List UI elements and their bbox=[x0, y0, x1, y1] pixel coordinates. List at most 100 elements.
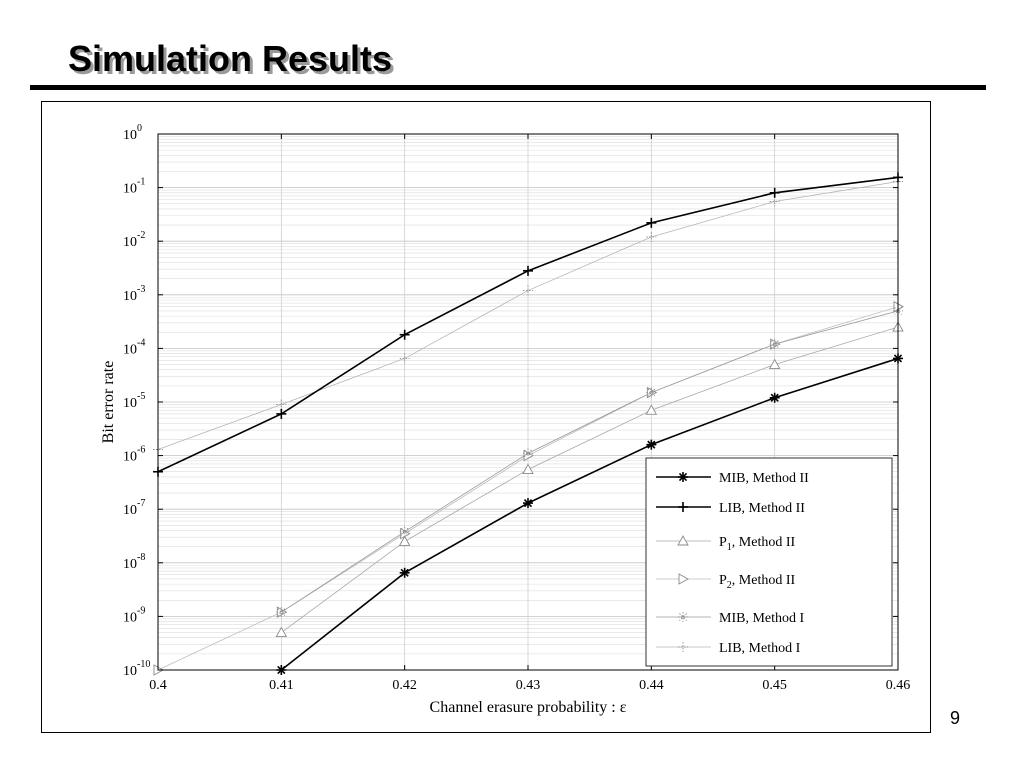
legend-marker bbox=[677, 535, 689, 546]
series-6 bbox=[153, 176, 903, 455]
legend-label-main: LIB, Method II bbox=[719, 501, 805, 516]
legend-label: P2, Method II bbox=[719, 573, 796, 591]
y-tick-exponent: -1 bbox=[137, 177, 145, 188]
legend-label-subscript: 2 bbox=[727, 580, 732, 591]
data-point bbox=[275, 626, 288, 637]
data-point bbox=[522, 463, 534, 474]
legend-label-tail: , Method II bbox=[732, 573, 796, 588]
legend-label-main: P bbox=[719, 573, 727, 588]
marker-stroke bbox=[770, 393, 779, 402]
slide-title: Simulation Results bbox=[68, 38, 393, 79]
y-tick-exponent: -8 bbox=[137, 552, 145, 563]
data-point bbox=[768, 358, 781, 369]
y-tick-base: 10 bbox=[123, 182, 137, 197]
y-tick-label: 10 -1 bbox=[123, 177, 145, 197]
marker-stroke bbox=[400, 568, 409, 577]
legend-marker bbox=[678, 502, 688, 512]
y-tick-base: 10 bbox=[123, 289, 137, 304]
legend-label-main: LIB, Method I bbox=[719, 641, 801, 656]
legend-entry: MIB, Method I bbox=[656, 611, 805, 626]
marker-shape bbox=[768, 358, 781, 369]
data-point bbox=[769, 392, 780, 403]
data-point bbox=[523, 498, 533, 509]
x-tick-label: 0.44 bbox=[639, 678, 664, 693]
x-tick-label: 0.41 bbox=[269, 678, 294, 693]
legend-entry: LIB, Method II bbox=[656, 501, 805, 516]
y-tick-label: 10 -5 bbox=[123, 391, 145, 411]
series-line bbox=[281, 326, 899, 633]
series-line bbox=[280, 357, 899, 671]
y-axis-label: Bit error rate bbox=[100, 361, 117, 444]
data-point bbox=[646, 439, 657, 450]
marker-shape bbox=[398, 535, 411, 546]
marker-shape bbox=[523, 449, 534, 462]
marker-stroke bbox=[523, 498, 533, 508]
marker-shape bbox=[645, 404, 658, 415]
data-point bbox=[523, 265, 533, 276]
series-line bbox=[157, 181, 899, 450]
y-tick-base: 10 bbox=[123, 557, 137, 572]
y-tick-exponent: -4 bbox=[137, 337, 145, 348]
y-tick-base: 10 bbox=[123, 664, 137, 679]
legend-label-main: P bbox=[719, 535, 727, 550]
y-tick-label: 10 0 bbox=[123, 123, 142, 143]
legend-label: LIB, Method II bbox=[719, 501, 805, 516]
y-tick-label: 10 -2 bbox=[123, 230, 145, 250]
y-tick-exponent: -6 bbox=[137, 445, 145, 456]
data-point bbox=[399, 329, 410, 340]
legend-label: LIB, Method I bbox=[719, 641, 801, 656]
marker-shape bbox=[275, 626, 288, 637]
legend-label: MIB, Method II bbox=[719, 471, 809, 486]
x-tick-label: 0.45 bbox=[762, 678, 787, 693]
y-tick-exponent: -7 bbox=[137, 498, 145, 509]
legend-entry: P2, Method II bbox=[656, 573, 796, 591]
legend-label: MIB, Method I bbox=[719, 611, 805, 626]
series-line bbox=[281, 310, 899, 613]
y-tick-base: 10 bbox=[123, 342, 137, 357]
y-tick-base: 10 bbox=[123, 503, 137, 518]
legend-entry: P1, Method II bbox=[656, 535, 796, 553]
data-point bbox=[645, 404, 658, 415]
legend-marker bbox=[678, 472, 688, 482]
y-tick-base: 10 bbox=[123, 128, 137, 143]
legend-label-subscript: 1 bbox=[727, 542, 732, 553]
y-tick-label: 10 -4 bbox=[123, 337, 145, 357]
marker-shape bbox=[522, 463, 534, 474]
x-axis-label: Channel erasure probability : ε bbox=[430, 699, 627, 716]
y-tick-base: 10 bbox=[123, 235, 137, 250]
y-tick-label: 10 -10 bbox=[123, 659, 150, 679]
marker-shape bbox=[677, 535, 689, 546]
y-tick-base: 10 bbox=[123, 610, 137, 625]
legend-label-main: MIB, Method II bbox=[719, 471, 809, 486]
legend-label-tail: , Method II bbox=[732, 535, 796, 550]
legend-box bbox=[645, 457, 893, 667]
x-tick-label: 0.43 bbox=[516, 678, 541, 693]
data-point bbox=[523, 449, 534, 462]
y-tick-label: 10 -8 bbox=[123, 552, 145, 572]
data-point bbox=[399, 567, 410, 578]
data-point bbox=[276, 408, 287, 419]
page-number: 9 bbox=[950, 708, 961, 728]
marker-stroke bbox=[678, 472, 688, 482]
y-tick-base: 10 bbox=[123, 450, 137, 465]
y-tick-exponent: 0 bbox=[137, 123, 142, 134]
data-point bbox=[398, 535, 411, 546]
x-tick-label: 0.42 bbox=[392, 678, 417, 693]
marker-stroke bbox=[647, 440, 656, 449]
legend-label: P1, Method II bbox=[719, 535, 796, 553]
legend-entry: MIB, Method II bbox=[656, 471, 809, 486]
y-tick-label: 10 -7 bbox=[123, 498, 145, 518]
legend-label-main: MIB, Method I bbox=[719, 611, 805, 626]
y-tick-label: 10 -6 bbox=[123, 445, 145, 465]
marker-shape bbox=[678, 573, 689, 585]
x-tick-label: 0.4 bbox=[149, 678, 167, 693]
y-tick-base: 10 bbox=[123, 396, 137, 411]
legend-marker bbox=[678, 573, 689, 585]
y-tick-label: 10 -3 bbox=[123, 284, 145, 304]
title-rule bbox=[30, 85, 986, 90]
y-tick-exponent: -5 bbox=[137, 391, 145, 402]
y-tick-exponent: -10 bbox=[137, 659, 150, 670]
